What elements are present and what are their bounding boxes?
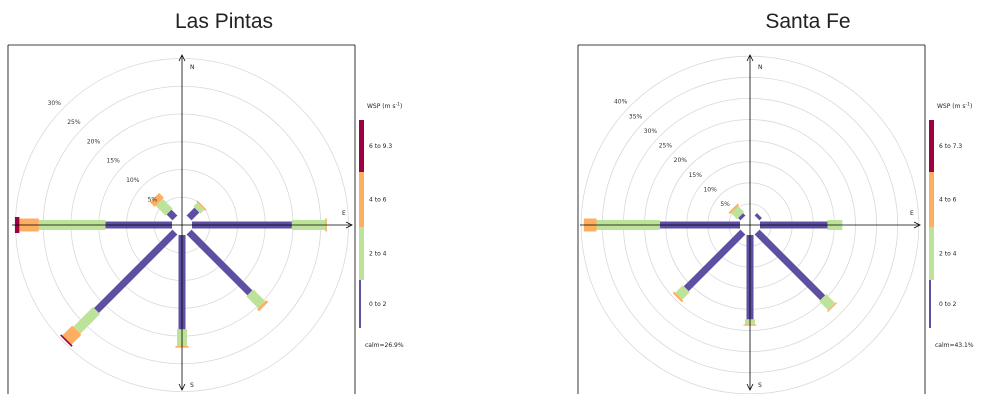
east-arrowhead — [913, 221, 921, 229]
south-arrowhead — [178, 383, 186, 391]
spoke-segment — [731, 206, 745, 220]
spoke-segment — [738, 213, 746, 221]
calm-label: calm=26.9% — [365, 342, 404, 349]
spoke-segment — [819, 294, 836, 311]
legend: WSP (m s-1) 6 to 9.3 4 to 6 2 to 4 0 to 2 cal… — [359, 102, 404, 349]
legend-swatch — [359, 227, 364, 280]
spoke-segment — [672, 291, 684, 303]
legend-label: 0 to 2 — [369, 301, 387, 308]
direction-label: N — [758, 64, 763, 71]
legend-label: 6 to 7.3 — [939, 143, 962, 150]
spoke-segment — [754, 213, 762, 221]
ring-label: 30% — [644, 128, 658, 135]
direction-label: E — [910, 210, 914, 217]
spoke-segment — [246, 289, 266, 309]
spoke-segment — [166, 209, 178, 221]
legend-swatch — [929, 280, 931, 328]
direction-label: E — [342, 210, 346, 217]
direction-label: S — [190, 382, 194, 389]
windrose-panel-las-pintas: Las Pintas 5% 10% 15% 20% 25% 30% N E S WSP (m s-… — [7, 10, 404, 394]
legend-label: 6 to 9.3 — [369, 143, 392, 150]
direction-label: S — [758, 382, 762, 389]
legend-swatch — [929, 227, 934, 280]
windrose-panel-santa-fe: Santa Fe 5% 10% 15% 20% 25% 30% 35% 40% N E S WSP (… — [570, 0, 984, 394]
spoke-segment — [155, 198, 173, 216]
legend-swatch — [359, 120, 364, 172]
ring-label: 20% — [87, 138, 101, 145]
legend-title: WSP (m s-1) — [367, 102, 402, 111]
ring-label: 15% — [106, 158, 120, 165]
legend-swatch — [359, 280, 361, 328]
spoke-segment — [149, 192, 164, 207]
legend-swatch — [359, 172, 364, 227]
spoke-segment — [73, 307, 100, 334]
axes — [12, 54, 353, 391]
spoke-segment — [683, 229, 746, 292]
legend-label: 2 to 4 — [939, 251, 957, 258]
legend-label: 4 to 6 — [369, 197, 387, 204]
spoke-segment — [186, 229, 253, 296]
ring-label: 5% — [148, 196, 158, 203]
legend-label: 4 to 6 — [939, 197, 957, 204]
spoke-segment — [193, 202, 205, 214]
legend-swatch — [929, 120, 934, 172]
spoke-segment — [93, 229, 178, 314]
ring-label: 35% — [629, 113, 643, 120]
ring-label: 20% — [674, 157, 688, 164]
north-arrowhead — [178, 54, 186, 62]
spoke-segment — [196, 200, 207, 211]
windrose-chart: 5% 10%15% 20%25% 30% 35%40% N E S WSP (m s-1) 6 t… — [577, 44, 974, 394]
ring-label: 25% — [659, 143, 673, 150]
chart-title: Santa Fe — [765, 10, 851, 33]
spoke-segment — [62, 325, 82, 345]
north-arrowhead — [746, 54, 754, 62]
spoke-segment — [60, 334, 73, 347]
spoke-segment — [827, 302, 838, 313]
legend: WSP (m s-1) 6 to 7.3 4 to 6 2 to 4 0 to 2 cal… — [929, 102, 974, 349]
south-arrowhead — [746, 383, 754, 391]
spoke-segment — [728, 203, 740, 215]
windrose-chart: 5% 10% 15% 20% 25% 30% N E S WSP (m s-1) 6 to 9.3 4… — [7, 44, 404, 394]
chart-title: Las Pintas — [175, 10, 274, 33]
spoke-segment — [186, 207, 200, 221]
legend-label: 0 to 2 — [939, 301, 957, 308]
legend-swatch — [929, 172, 934, 227]
east-arrowhead — [345, 221, 353, 229]
spoke-segment — [257, 300, 269, 312]
legend-label: 2 to 4 — [369, 251, 387, 258]
spoke-segment — [675, 285, 690, 300]
ring-label: 10% — [126, 177, 140, 184]
ring-label: 5% — [720, 201, 730, 208]
ring-label: 10% — [703, 186, 717, 193]
ring-label: 40% — [614, 99, 628, 106]
ring-label: 30% — [48, 100, 62, 107]
calm-label: calm=43.1% — [935, 342, 974, 349]
direction-label: N — [190, 64, 195, 71]
axes — [580, 54, 921, 391]
spoke-segment — [754, 229, 826, 301]
ring-label: 15% — [689, 172, 703, 179]
ring-label: 25% — [67, 119, 81, 126]
legend-title: WSP (m s-1) — [937, 102, 972, 111]
